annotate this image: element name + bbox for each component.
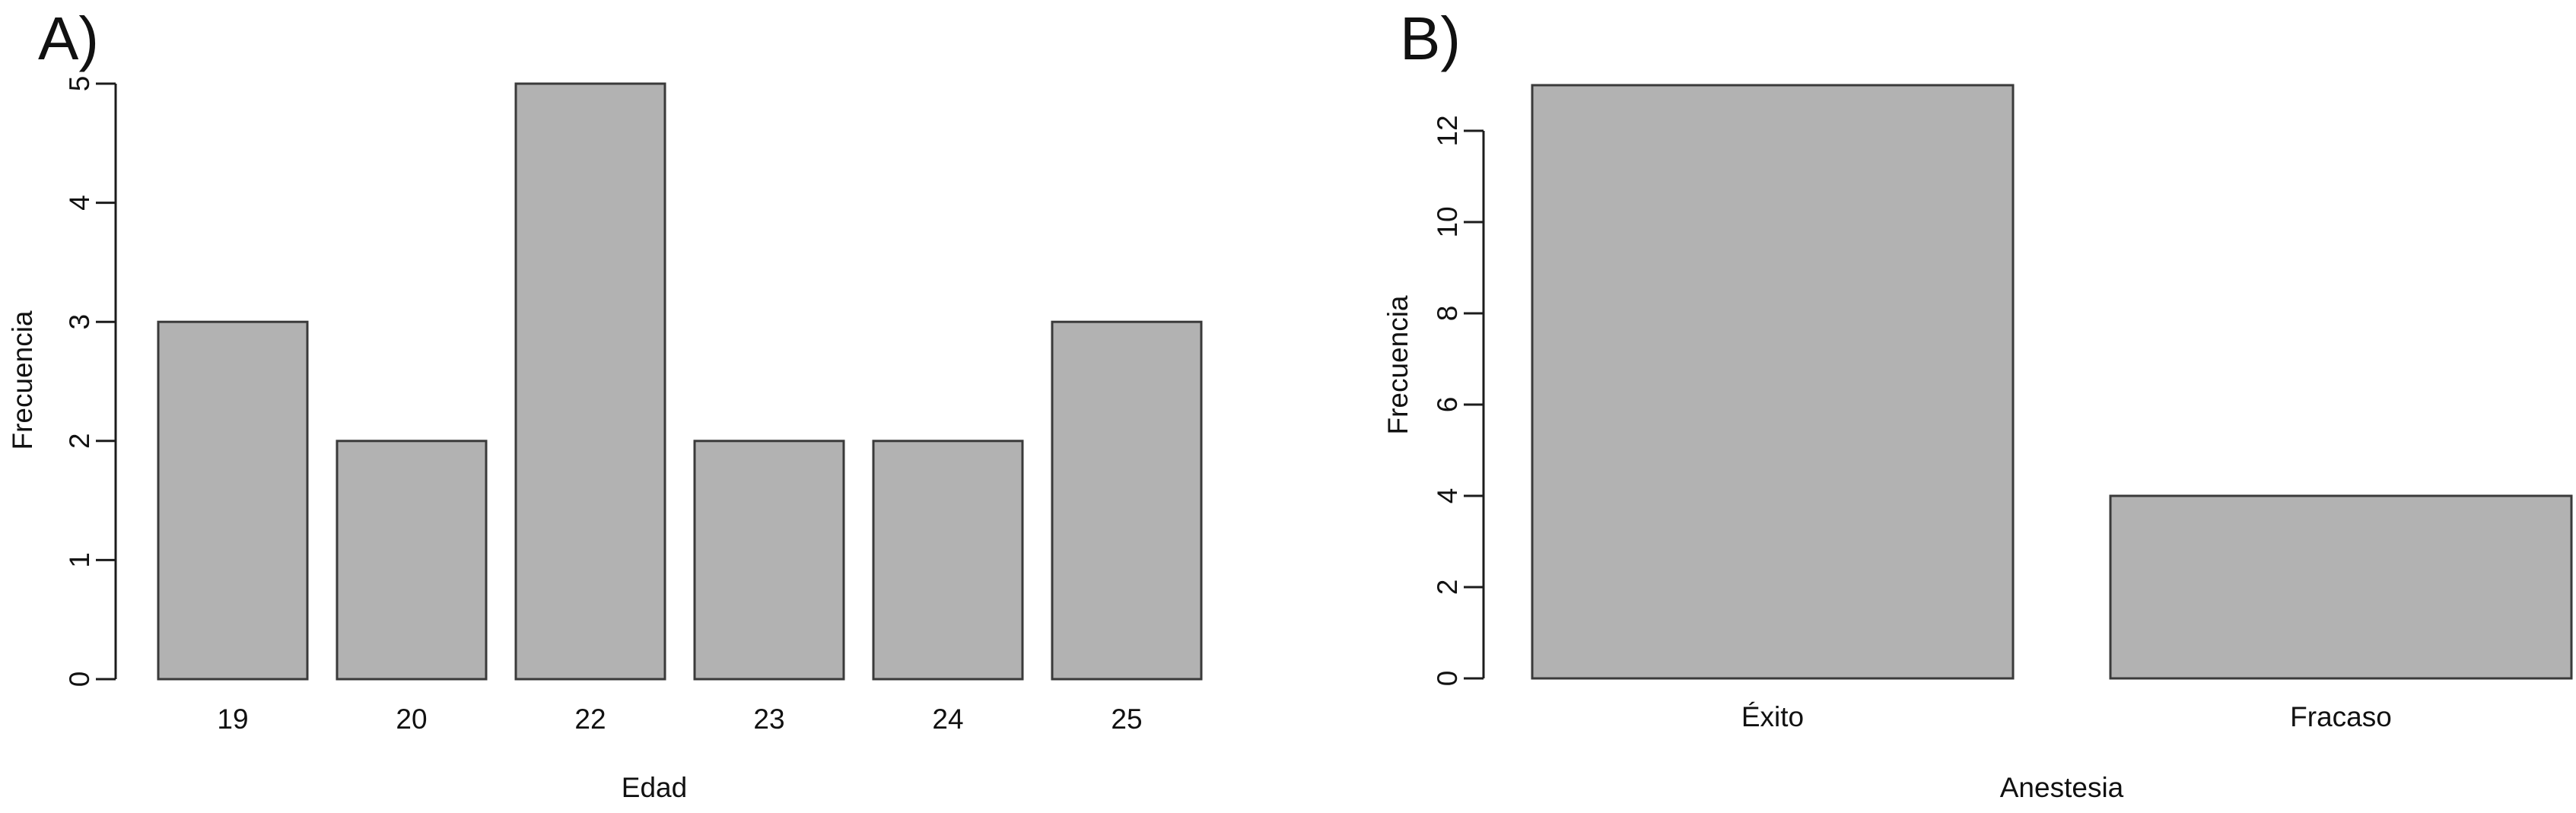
panel-title: A)	[38, 5, 99, 72]
bar-19	[157, 320, 309, 681]
bar-25	[1051, 320, 1203, 681]
y-tick-label: 3	[64, 314, 95, 330]
panel-b: B) 0 2 4 6 8 10 12 Frecuencia Éxito Fracaso Anestes…	[1382, 5, 2573, 803]
x-category-label: 20	[396, 703, 427, 735]
y-tick-label: 1	[64, 552, 95, 568]
bar-22	[514, 82, 666, 681]
x-category-label: 25	[1111, 703, 1142, 735]
panel-title: B)	[1400, 5, 1461, 72]
y-axis-title: Frecuencia	[7, 310, 38, 449]
x-axis-title: Anestesia	[2000, 772, 2124, 803]
x-category-label: 23	[753, 703, 784, 735]
y-tick-label: 0	[1432, 671, 1463, 687]
y-tick-label: 4	[64, 195, 95, 211]
y-tick-label: 0	[64, 672, 95, 688]
x-category-label: 22	[574, 703, 606, 735]
y-tick-label: 10	[1432, 206, 1463, 237]
x-category-label: 24	[932, 703, 963, 735]
bar-Éxito	[1531, 84, 2015, 680]
y-tick-label: 2	[1432, 580, 1463, 595]
x-category-label: 19	[217, 703, 248, 735]
y-tick-label: 4	[1432, 488, 1463, 504]
y-tick-label: 8	[1432, 306, 1463, 322]
y-tick-label: 6	[1432, 397, 1463, 413]
y-tick-label: 12	[1432, 115, 1463, 146]
bar-Fracaso	[2109, 494, 2573, 680]
y-tick-label: 2	[64, 433, 95, 449]
x-category-label: Fracaso	[2290, 701, 2392, 732]
bar-24	[872, 440, 1024, 681]
y-axis-title: Frecuencia	[1382, 295, 1414, 434]
bar-23	[693, 440, 845, 681]
x-axis-title: Edad	[622, 772, 687, 803]
x-category-label: Éxito	[1741, 701, 1804, 732]
bar-20	[336, 440, 488, 681]
y-tick-label: 5	[64, 76, 95, 92]
